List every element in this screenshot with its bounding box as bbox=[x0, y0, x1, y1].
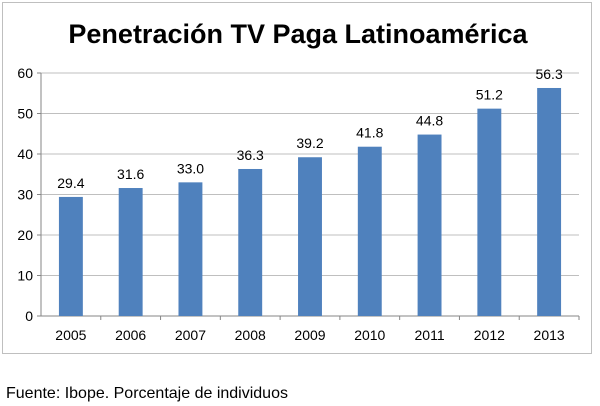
x-tick-label: 2010 bbox=[354, 327, 385, 343]
data-label: 39.2 bbox=[296, 135, 323, 151]
y-tick-label: 20 bbox=[17, 227, 33, 243]
bar bbox=[118, 188, 143, 316]
data-label: 41.8 bbox=[356, 125, 383, 141]
x-tick-label: 2011 bbox=[415, 327, 445, 343]
source-note: Fuente: Ibope. Porcentaje de individuos bbox=[6, 385, 288, 402]
x-tick-label: 2008 bbox=[235, 327, 266, 343]
x-tick-label: 2012 bbox=[474, 327, 505, 343]
data-label: 36.3 bbox=[237, 147, 264, 163]
x-tick-label: 2009 bbox=[294, 327, 325, 343]
data-label: 29.4 bbox=[57, 175, 84, 191]
data-label: 56.3 bbox=[535, 66, 562, 82]
chart-container: Penetración TV Paga Latinoamérica 0 10 20 3… bbox=[2, 2, 592, 354]
y-tick-label: 30 bbox=[17, 187, 33, 203]
y-tick-labels: 0 10 20 30 40 50 60 bbox=[17, 65, 33, 324]
bar bbox=[298, 157, 322, 316]
y-tick-label: 60 bbox=[17, 65, 33, 81]
x-tick-label: 2007 bbox=[175, 327, 206, 343]
data-label: 33.0 bbox=[177, 160, 204, 176]
bar bbox=[357, 146, 382, 316]
x-tick-label: 2006 bbox=[115, 327, 146, 343]
data-labels: 29.4 31.6 33.0 36.3 39.2 41.8 44.8 51.2 56.3 bbox=[57, 66, 563, 191]
bar bbox=[477, 108, 502, 316]
bar bbox=[178, 182, 203, 316]
bar-chart: 0 10 20 30 40 50 60 29.4 31.6 33.0 36.3 39.2 41.8 44… bbox=[17, 65, 580, 343]
bars bbox=[58, 87, 562, 316]
y-tick-label: 50 bbox=[17, 106, 33, 122]
bar bbox=[58, 196, 83, 316]
x-tick-label: 2013 bbox=[534, 327, 565, 343]
bar bbox=[537, 87, 562, 316]
data-label: 44.8 bbox=[416, 113, 443, 129]
x-tick-label: 2005 bbox=[55, 327, 86, 343]
y-tick-label: 40 bbox=[17, 146, 33, 162]
y-tick-label: 10 bbox=[17, 268, 33, 284]
y-tick-label: 0 bbox=[25, 308, 33, 324]
x-tick-labels: 2005 2006 2007 2008 2009 2010 2011 2012 2013 bbox=[55, 327, 565, 343]
data-label: 51.2 bbox=[476, 87, 503, 103]
bar bbox=[417, 134, 442, 316]
bar bbox=[238, 168, 263, 316]
chart-title: Penetración TV Paga Latinoamérica bbox=[68, 19, 528, 49]
data-label: 31.6 bbox=[117, 166, 144, 182]
